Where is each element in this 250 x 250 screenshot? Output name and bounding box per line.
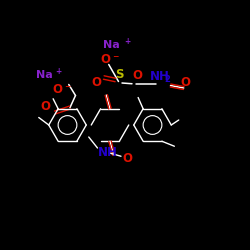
Text: NH: NH [150, 70, 170, 82]
Text: +: + [124, 37, 131, 46]
Text: O: O [52, 83, 62, 96]
Text: −: − [112, 52, 119, 61]
Text: O: O [180, 76, 190, 90]
Text: O: O [92, 76, 102, 88]
Text: S: S [115, 68, 123, 82]
Text: 2: 2 [164, 74, 170, 84]
Text: +: + [56, 68, 62, 76]
Text: Na: Na [36, 70, 52, 80]
Text: −: − [64, 82, 70, 91]
Text: Na: Na [103, 40, 120, 50]
Text: O: O [100, 53, 110, 66]
Text: NH: NH [98, 146, 117, 160]
Text: O: O [122, 152, 132, 164]
Text: O: O [132, 69, 142, 82]
Text: O: O [40, 100, 50, 114]
